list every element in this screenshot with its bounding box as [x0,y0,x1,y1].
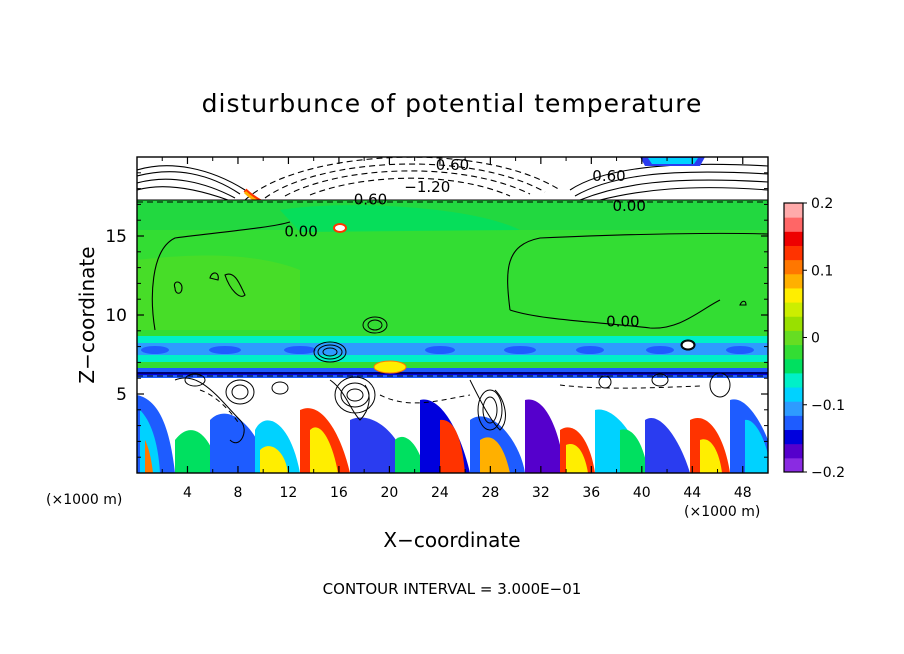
colorbar-swatch [784,316,803,331]
lower-blobs [137,395,768,473]
green-mid-left [137,255,300,330]
contour-label: 0.60 [354,191,387,209]
contour-label: 0.00 [284,222,317,240]
y-tick-label: 15 [105,227,127,247]
colorbar-swatch [784,245,803,261]
chart-title: disturbunce of potential temperature [202,89,703,118]
contour-label: 0.00 [606,312,639,330]
x-tick-label: 16 [330,485,348,501]
colorbar-swatch [784,217,803,232]
colorbar-swatch [784,429,803,445]
x-axis-label: X−coordinate [383,528,520,552]
colorbar-swatch [784,401,803,416]
colorbar-swatch [784,330,803,346]
band-contours [137,199,768,377]
colorbar-swatch [784,203,803,218]
x-tick-label: 44 [683,485,701,501]
colorbar-tick-label: 0.2 [811,196,833,212]
colorbar: 0.2 0.1 0 −0.1 −0.2 [783,196,845,481]
x-unit-right: (×1000 m) [684,504,760,520]
cluster-fills [333,223,695,374]
colorbar-swatch [784,344,803,360]
colorbar-swatch [784,387,803,402]
colorbar-swatch [784,302,803,317]
y-tick-label: 10 [105,306,127,326]
x-tick-label: 40 [633,485,651,501]
colorbar-tick-label: −0.2 [811,465,845,481]
contour-interval-footer: CONTOUR INTERVAL = 3.000E−01 [323,580,582,598]
x-tick-label: 8 [233,485,242,501]
colorbar-swatch [784,287,803,303]
colorbar-tick-label: −0.1 [811,398,845,414]
x-tick-label: 36 [582,485,600,501]
lower-contours [174,377,701,443]
plot-area: 0.60 0.60 −1.20 0.60 0.00 0.00 0.00 [137,156,768,473]
x-tick-label: 32 [532,485,550,501]
x-tick-label: 28 [481,485,499,501]
colorbar-swatch [784,372,803,388]
convective-clusters [184,316,731,431]
colorbar-swatch [784,443,803,459]
colorbar-tick-label: 0.1 [811,263,833,279]
contour-label: 0.00 [612,197,645,215]
y-tick-label: 5 [116,385,127,405]
colorbar-swatch [784,358,803,374]
contour-label: 0.60 [436,156,469,174]
colorbar-swatch [784,415,803,431]
x-tick-label: 12 [280,485,298,501]
x-tick-label: 48 [734,485,752,501]
blue-ovals [141,346,754,354]
colorbar-swatch [784,273,803,289]
colorbar-swatch [784,231,803,246]
contour-label: 0.60 [592,167,625,185]
colorbar-swatch [784,259,803,275]
x-tick-label: 4 [183,485,192,501]
upper-contours [137,157,768,201]
colorbar-tick-label: 0 [811,331,820,347]
x-tick-label: 20 [380,485,398,501]
contour-label: −1.20 [404,178,450,196]
x-tick-label: 24 [431,485,449,501]
x-axis: 4 8 12 16 20 24 28 32 36 40 44 48 [161,157,752,501]
colorbar-swatch [784,457,803,473]
contour-labels: 0.60 0.60 −1.20 0.60 0.00 0.00 0.00 [284,156,646,330]
upper-cyan-blob [648,158,698,164]
y-axis-label: Z−coordinate [75,246,99,383]
x-unit-left: (×1000 m) [46,492,122,508]
y-axis: 5 10 15 [105,172,768,458]
